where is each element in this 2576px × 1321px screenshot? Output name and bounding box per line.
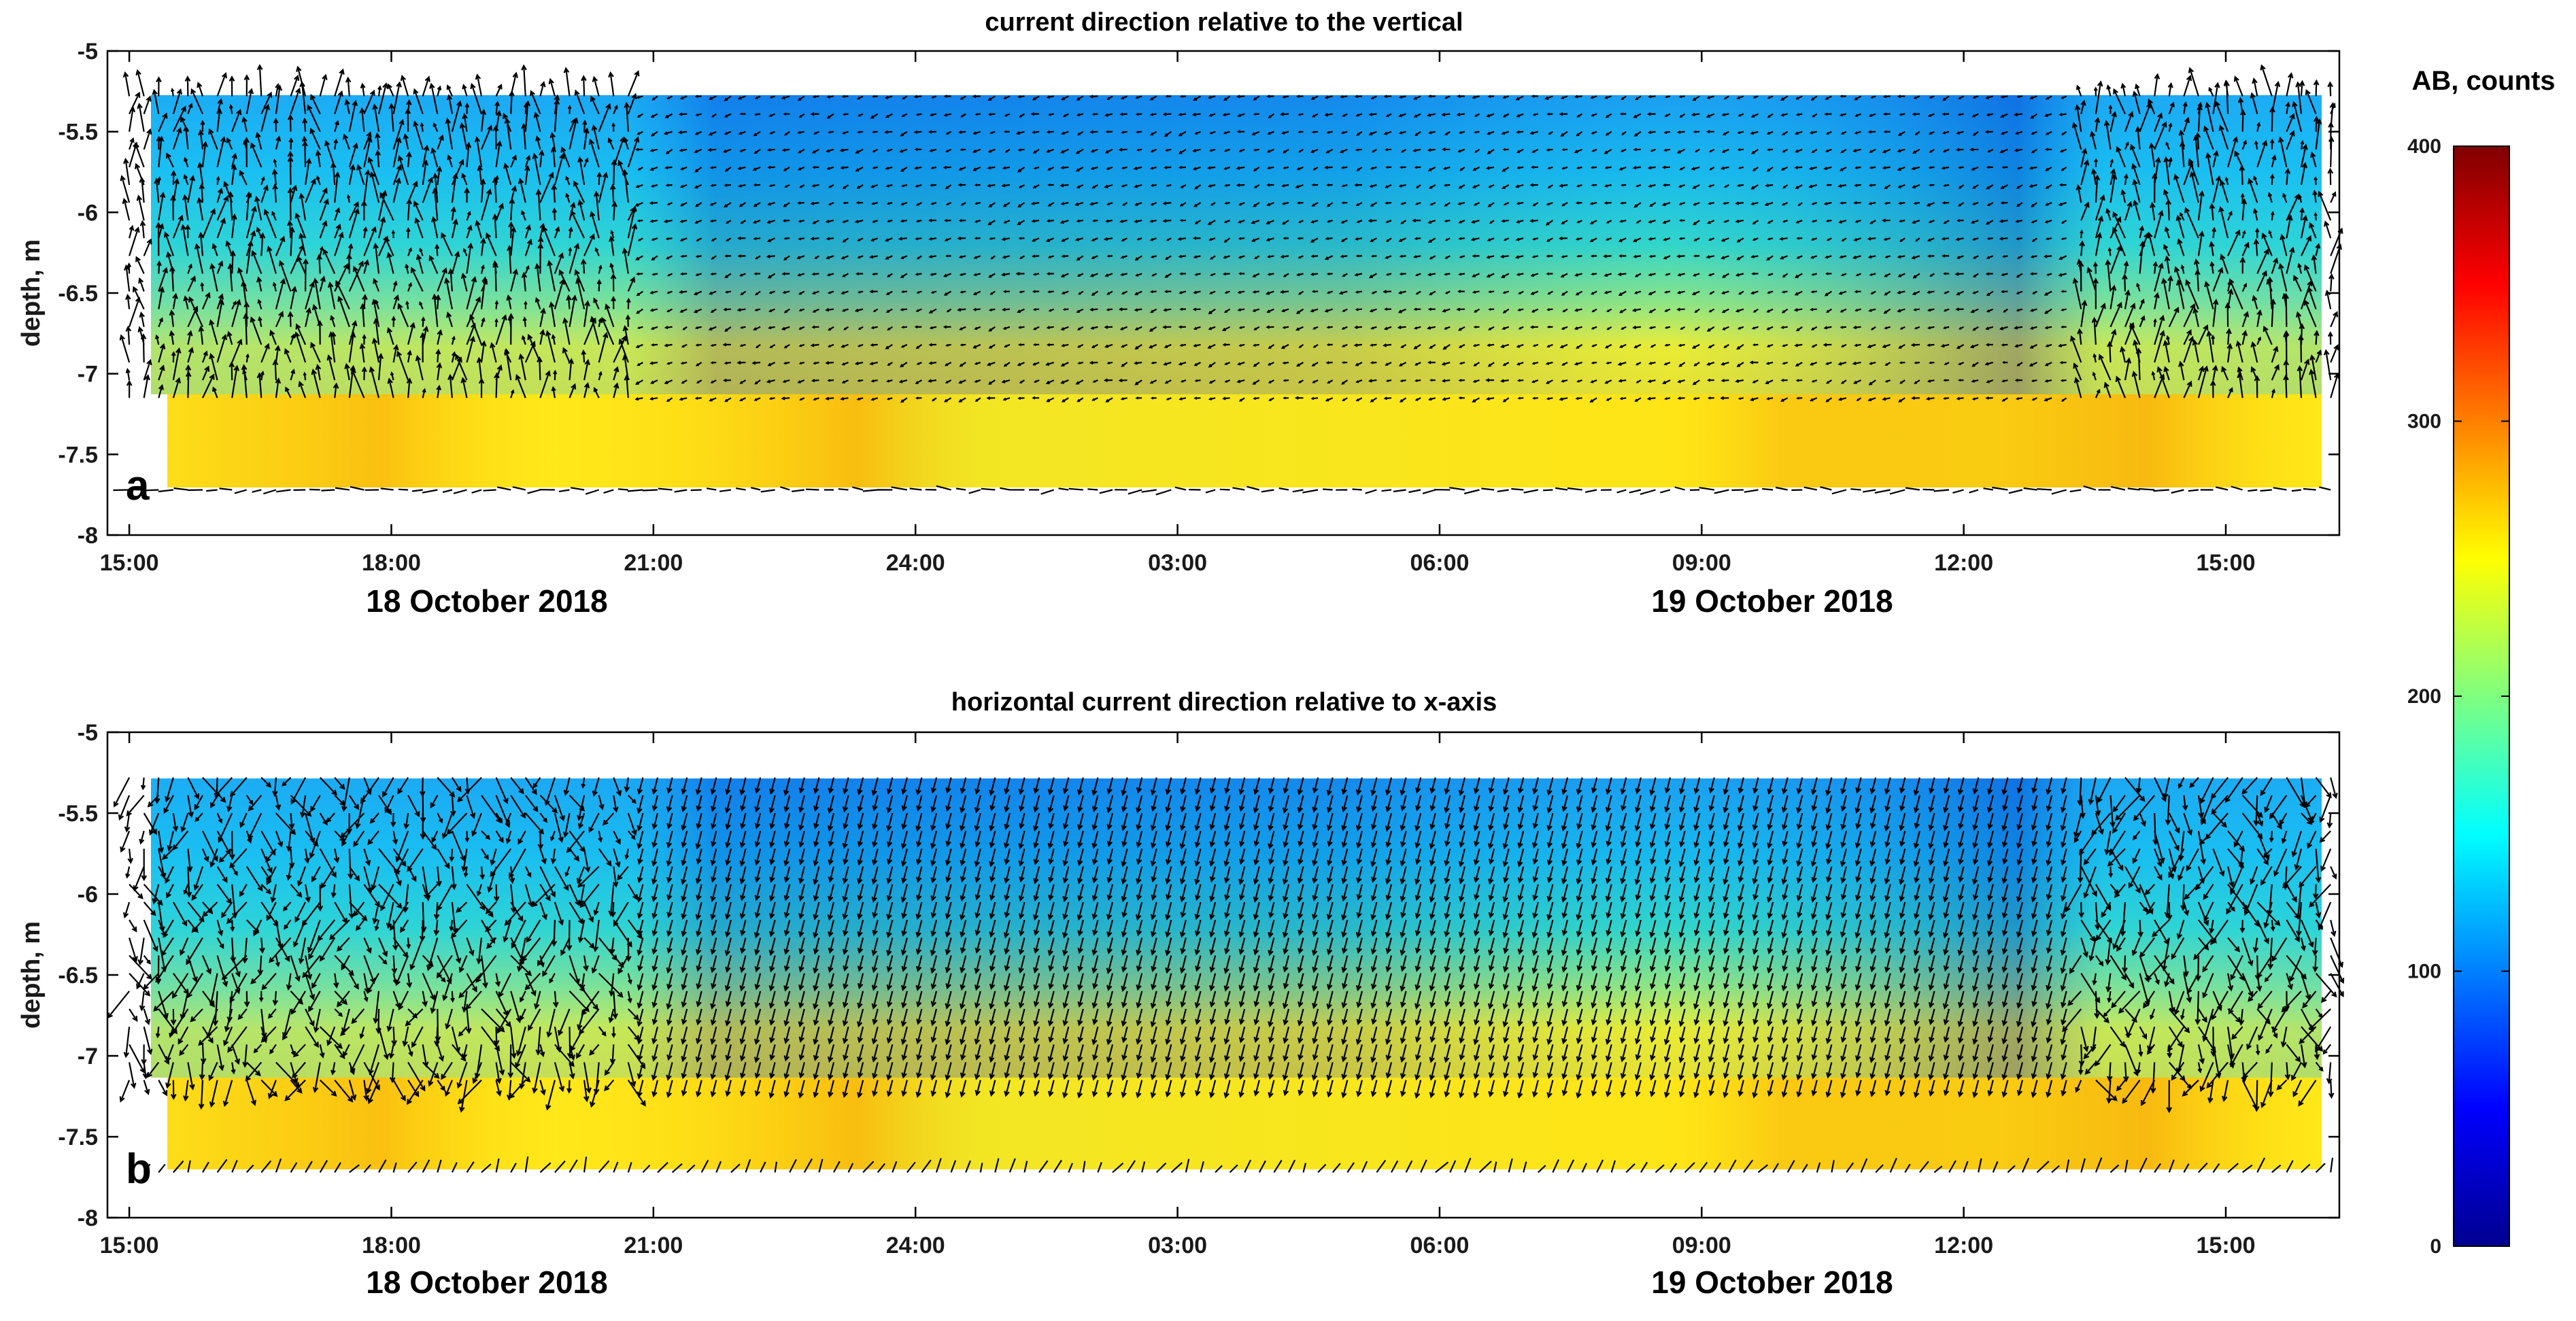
x-tick-label: 24:00 [886, 1233, 945, 1258]
quiver-arrow-path [113, 64, 2343, 496]
panel-b-y-axis: -5 -5.5 -6 -6.5 -7 -7.5 -8 [58, 720, 2339, 1231]
colorbar-tick-label: 400 [2407, 135, 2441, 158]
x-tick-label: 03:00 [1148, 1233, 1207, 1258]
heatmap-bottom-warm [167, 394, 2322, 487]
panel-a-title: current direction relative to the vertic… [985, 8, 1463, 37]
x-tick-label: 09:00 [1672, 1233, 1731, 1258]
y-tick-label: -7.5 [58, 1125, 98, 1150]
x-tick-label: 18:00 [362, 550, 421, 576]
panel-b-ylabel: depth, m [17, 921, 46, 1029]
y-tick-label: -7 [78, 1044, 98, 1069]
x-tick-label: 12:00 [1934, 1233, 1993, 1258]
x-tick-label: 15:00 [100, 1233, 159, 1258]
y-tick-label: -5.5 [58, 120, 98, 145]
panel-a-ylabel: depth, m [17, 239, 46, 347]
panel-b-heatmap [107, 776, 2345, 1173]
panel-b: horizontal current direction relative to… [17, 688, 2345, 1300]
x-tick-label: 18:00 [362, 1233, 421, 1258]
panel-a-heatmap [113, 64, 2343, 496]
y-tick-label: -5 [78, 39, 98, 65]
panel-a-date-2: 19 October 2018 [1651, 583, 1893, 619]
y-tick-label: -6 [78, 200, 98, 226]
y-tick-label: -8 [78, 1205, 98, 1231]
y-tick-label: -8 [78, 523, 98, 549]
quiver-arrows [107, 776, 2345, 1173]
panel-b-title: horizontal current direction relative to… [951, 688, 1497, 717]
panel-a-y-axis: -5 -5.5 -6 -6.5 -7 -7.5 -8 [58, 39, 2339, 549]
y-tick-label: -7 [78, 362, 98, 388]
panel-b-date-1: 18 October 2018 [366, 1265, 607, 1300]
panel-a: current direction relative to the vertic… [17, 8, 2343, 619]
y-tick-label: -5.5 [58, 801, 98, 827]
colorbar-gradient [2453, 145, 2510, 1247]
colorbar-tick-label: 300 [2407, 411, 2441, 433]
colorbar-ticks: 400 300 200 100 0 [2407, 135, 2509, 1258]
panel-a-letter: a [126, 462, 150, 509]
quiver-arrows [113, 64, 2343, 496]
x-tick-label: 06:00 [1410, 550, 1469, 576]
x-tick-label: 15:00 [2197, 550, 2256, 576]
x-tick-label: 15:00 [2197, 1233, 2256, 1258]
x-tick-label: 12:00 [1934, 550, 1993, 576]
x-tick-label: 15:00 [100, 550, 159, 576]
colorbar-tick-label: 200 [2407, 685, 2441, 708]
colorbar-tick-label: 0 [2430, 1235, 2441, 1258]
panel-b-date-2: 19 October 2018 [1651, 1265, 1893, 1300]
heatmap-bottom-warm [167, 1078, 2322, 1169]
quiver-arrow-path [107, 776, 2345, 1173]
x-tick-label: 09:00 [1672, 550, 1731, 576]
colorbar-title: AB, counts [2411, 66, 2555, 96]
x-tick-label: 21:00 [624, 550, 683, 576]
x-tick-label: 24:00 [886, 550, 945, 576]
y-tick-label: -7.5 [58, 442, 98, 468]
panel-b-letter: b [126, 1146, 152, 1193]
x-tick-label: 03:00 [1148, 550, 1207, 576]
y-tick-label: -6 [78, 882, 98, 908]
y-tick-label: -6.5 [58, 281, 98, 307]
panel-b-x-axis: 15:00 18:00 21:00 24:00 03:00 06:00 09:00 12:00… [100, 732, 2256, 1258]
panel-a-x-axis: 15:00 18:00 21:00 24:00 03:00 06:00 09:00 12:00… [100, 51, 2256, 576]
x-tick-label: 06:00 [1410, 1233, 1469, 1258]
colorbar-tick-label: 100 [2407, 961, 2441, 983]
y-tick-label: -5 [78, 720, 98, 746]
colorbar: AB, counts 400 300 200 100 0 [2407, 66, 2556, 1258]
y-tick-label: -6.5 [58, 963, 98, 989]
heatmap-upper-shade [151, 778, 2322, 1078]
panel-a-date-1: 18 October 2018 [366, 583, 607, 619]
x-tick-label: 21:00 [624, 1233, 683, 1258]
